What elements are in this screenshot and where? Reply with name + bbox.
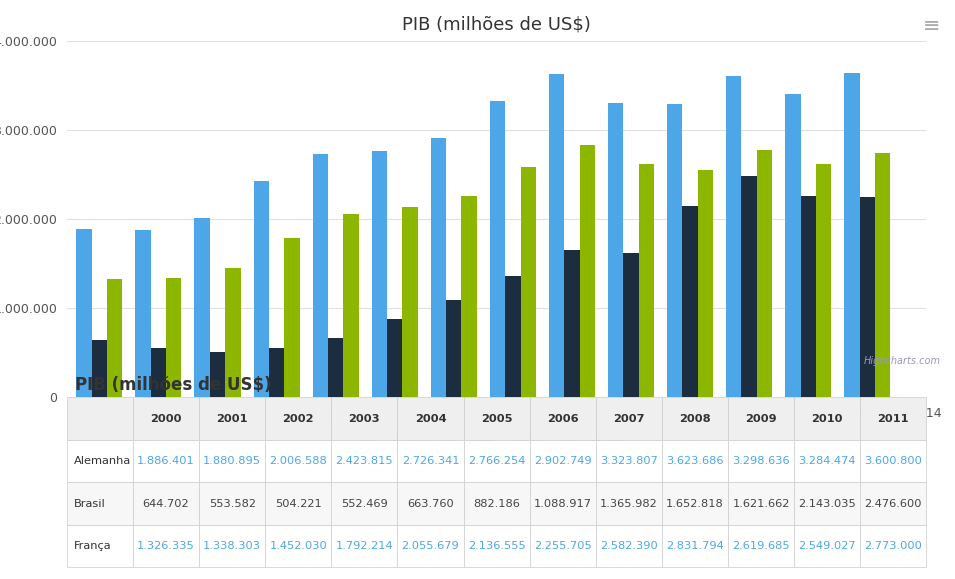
Bar bbox=[402, 207, 417, 397]
Bar bbox=[210, 353, 225, 397]
Bar bbox=[253, 181, 269, 397]
Bar bbox=[844, 73, 860, 397]
Bar bbox=[92, 340, 107, 397]
Bar bbox=[76, 229, 92, 397]
Bar bbox=[520, 167, 536, 397]
Bar bbox=[225, 268, 241, 397]
Bar bbox=[639, 164, 654, 397]
Bar bbox=[136, 230, 151, 397]
Bar bbox=[698, 170, 713, 397]
Legend: Alemanha, Brasil, França: Alemanha, Brasil, França bbox=[348, 424, 646, 455]
Bar bbox=[580, 145, 595, 397]
Bar bbox=[166, 278, 181, 397]
Bar bbox=[431, 138, 446, 397]
Bar bbox=[726, 76, 741, 397]
Title: PIB (milhões de US$): PIB (milhões de US$) bbox=[402, 16, 591, 34]
Bar bbox=[446, 301, 461, 397]
Bar bbox=[564, 250, 580, 397]
Bar bbox=[312, 154, 328, 397]
Bar bbox=[371, 151, 387, 397]
Bar bbox=[860, 197, 875, 397]
Bar bbox=[667, 104, 683, 397]
Bar bbox=[683, 206, 698, 397]
Bar bbox=[343, 214, 359, 397]
Bar bbox=[816, 164, 831, 397]
Bar bbox=[151, 348, 166, 397]
Bar bbox=[549, 74, 564, 397]
Bar bbox=[785, 94, 800, 397]
Text: ≡: ≡ bbox=[923, 16, 941, 36]
Bar bbox=[756, 150, 773, 397]
Bar bbox=[490, 101, 505, 397]
Bar bbox=[195, 218, 210, 397]
Bar bbox=[741, 177, 756, 397]
Bar bbox=[875, 153, 890, 397]
Bar bbox=[505, 276, 520, 397]
Bar bbox=[328, 338, 343, 397]
Bar bbox=[285, 237, 300, 397]
Bar bbox=[107, 279, 122, 397]
Bar bbox=[387, 318, 402, 397]
Bar bbox=[269, 348, 285, 397]
Bar bbox=[800, 196, 816, 397]
Bar bbox=[608, 103, 624, 397]
Text: Highcharts.com: Highcharts.com bbox=[863, 356, 941, 366]
Bar bbox=[461, 196, 477, 397]
Text: PIB (milhões de US$): PIB (milhões de US$) bbox=[75, 376, 272, 394]
Bar bbox=[624, 253, 639, 397]
